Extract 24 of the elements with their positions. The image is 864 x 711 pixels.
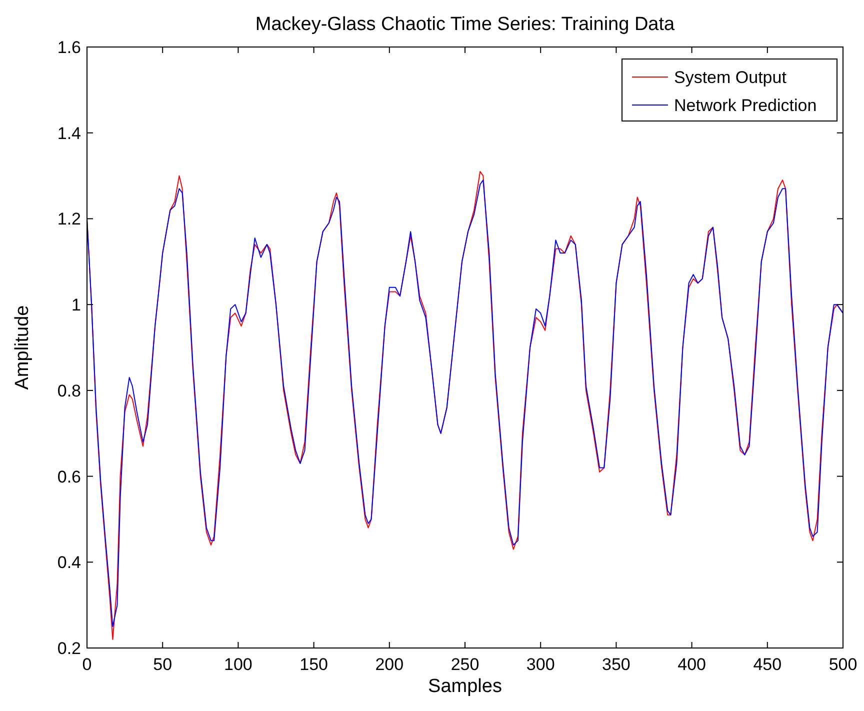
x-tick-label: 400: [678, 655, 706, 674]
y-tick-label: 1.2: [57, 210, 81, 229]
legend-label: System Output: [674, 68, 787, 87]
x-tick-label: 500: [828, 655, 858, 674]
y-axis-title: Amplitude: [12, 305, 33, 390]
y-tick-label: 1.4: [57, 124, 81, 143]
x-tick-label: 450: [753, 655, 782, 674]
chart-title: Mackey-Glass Chaotic Time Series: Training Data: [255, 14, 676, 35]
y-tick-label: 0.4: [57, 553, 81, 572]
legend-label: Network Prediction: [674, 96, 817, 115]
x-tick-label: 250: [450, 655, 480, 674]
x-tick-label: 50: [153, 655, 172, 674]
x-tick-label: 100: [224, 655, 252, 674]
x-tick-label: 0: [82, 655, 92, 674]
x-tick-label: 200: [375, 655, 404, 674]
x-axis-title: Samples: [428, 676, 502, 697]
y-tick-label: 0.6: [57, 467, 81, 486]
y-tick-label: 1.6: [57, 38, 81, 57]
y-tick-label: 1: [72, 296, 81, 315]
x-tick-label: 300: [526, 655, 555, 674]
y-tick-label: 0.8: [57, 381, 81, 400]
x-tick-label: 150: [300, 655, 328, 674]
x-tick-label: 350: [602, 655, 630, 674]
y-tick-label: 0.2: [57, 639, 81, 658]
